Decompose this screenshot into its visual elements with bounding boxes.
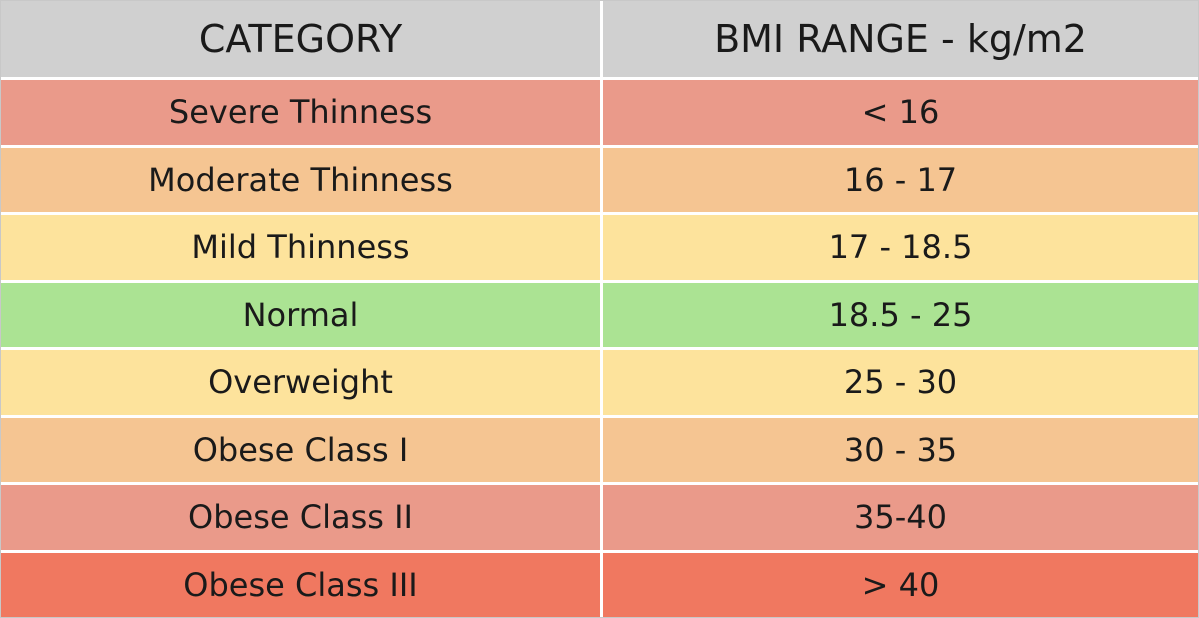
category-cell: Obese Class III bbox=[1, 552, 600, 617]
category-cell: Severe Thinness bbox=[1, 80, 600, 145]
category-cell: Mild Thinness bbox=[1, 215, 600, 280]
range-cell: 35-40 bbox=[603, 485, 1198, 550]
range-cell: 18.5 - 25 bbox=[603, 282, 1198, 347]
header-cell: CATEGORY bbox=[1, 1, 600, 77]
category-cell: Normal bbox=[1, 282, 600, 347]
range-cell: 25 - 30 bbox=[603, 350, 1198, 415]
category-cell: Obese Class I bbox=[1, 417, 600, 482]
category-cell: Overweight bbox=[1, 350, 600, 415]
category-cell: Obese Class II bbox=[1, 485, 600, 550]
range-cell: 30 - 35 bbox=[603, 417, 1198, 482]
range-cell: 16 - 17 bbox=[603, 147, 1198, 212]
header-cell: BMI RANGE - kg/m2 bbox=[603, 1, 1198, 77]
range-cell: > 40 bbox=[603, 552, 1198, 617]
range-cell: 17 - 18.5 bbox=[603, 215, 1198, 280]
range-cell: < 16 bbox=[603, 80, 1198, 145]
category-cell: Moderate Thinness bbox=[1, 147, 600, 212]
